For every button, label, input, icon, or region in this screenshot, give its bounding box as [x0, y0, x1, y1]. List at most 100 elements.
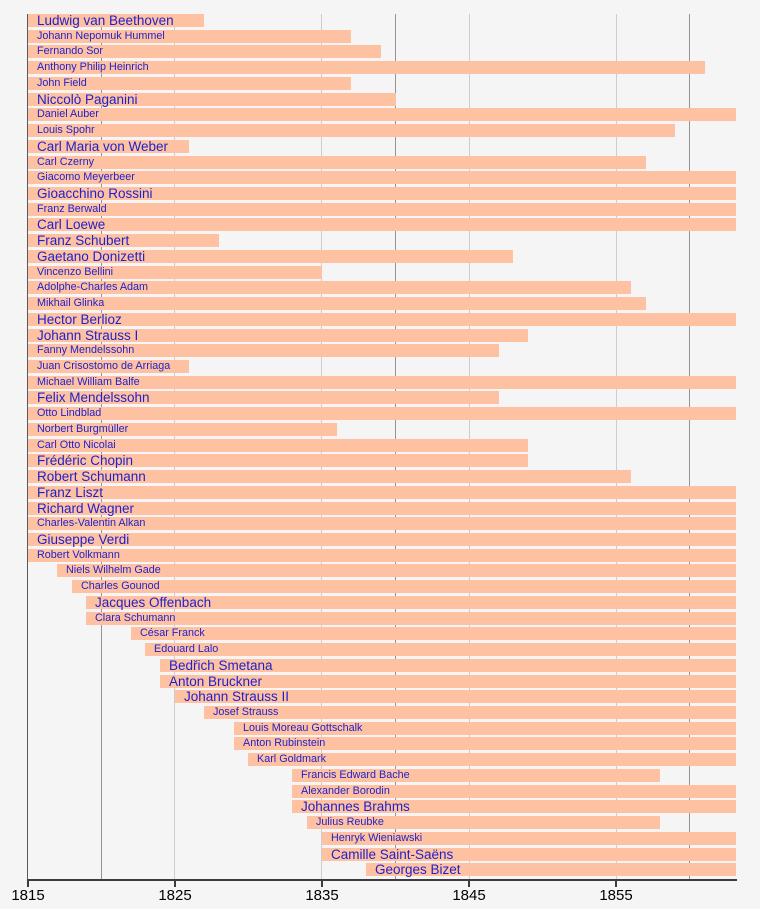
timeline-bar[interactable]: Niels Wilhelm Gade [57, 564, 736, 577]
composer-label[interactable]: Vincenzo Bellini [37, 266, 114, 278]
timeline-bar[interactable]: Charles-Valentin Alkan [28, 517, 736, 530]
timeline-bar[interactable]: Robert Volkmann [28, 549, 736, 562]
timeline-bar[interactable]: Robert Schumann [28, 470, 631, 483]
timeline-bar[interactable]: Carl Otto Nicolai [28, 439, 528, 452]
composer-label[interactable]: Frédéric Chopin [37, 453, 134, 468]
composer-label[interactable]: Ludwig van Beethoven [37, 13, 174, 28]
timeline-bar[interactable]: Mikhail Glinka [28, 297, 646, 310]
timeline-bar[interactable]: Franz Schubert [28, 234, 219, 247]
timeline-bar[interactable]: Carl Loewe [28, 218, 736, 231]
composer-label[interactable]: Daniel Auber [37, 108, 99, 120]
composer-label[interactable]: Louis Spohr [37, 124, 95, 136]
timeline-bar[interactable]: Jacques Offenbach [86, 596, 736, 609]
timeline-bar[interactable]: Giacomo Meyerbeer [28, 171, 736, 184]
timeline-bar[interactable]: Louis Spohr [28, 124, 675, 137]
composer-label[interactable]: Alexander Borodin [301, 785, 390, 797]
composer-label[interactable]: Charles Gounod [81, 580, 160, 592]
timeline-bar[interactable]: Josef Strauss [204, 706, 736, 719]
composer-label[interactable]: Julius Reubke [316, 816, 384, 828]
composer-label[interactable]: Karl Goldmark [257, 753, 326, 765]
timeline-bar[interactable]: Gioacchino Rossini [28, 187, 736, 200]
composer-label[interactable]: Niels Wilhelm Gade [66, 564, 161, 576]
timeline-bar[interactable]: Daniel Auber [28, 108, 736, 121]
composer-label[interactable]: Felix Mendelssohn [37, 390, 150, 405]
timeline-bar[interactable]: Hector Berlioz [28, 313, 736, 326]
composer-label[interactable]: Juan Crisostomo de Arriaga [37, 360, 171, 372]
composer-label[interactable]: Henryk Wieniawski [331, 832, 423, 844]
composer-label[interactable]: Edouard Lalo [154, 643, 219, 655]
composer-label[interactable]: Norbert Burgmüller [37, 423, 129, 435]
composer-label[interactable]: John Field [37, 77, 87, 89]
timeline-bar[interactable]: Johann Strauss II [175, 690, 736, 703]
composer-label[interactable]: Fernando Sor [37, 45, 104, 57]
timeline-bar[interactable]: Ludwig van Beethoven [28, 14, 204, 27]
timeline-bar[interactable]: Charles Gounod [72, 580, 736, 593]
composer-label[interactable]: Michael William Balfe [37, 376, 140, 388]
composer-label[interactable]: Anthony Philip Heinrich [37, 61, 149, 73]
timeline-bar[interactable]: Gaetano Donizetti [28, 250, 513, 263]
composer-label[interactable]: Carl Otto Nicolai [37, 439, 116, 451]
timeline-bar[interactable]: Richard Wagner [28, 502, 736, 515]
timeline-bar[interactable]: Otto Lindblad [28, 407, 736, 420]
timeline-bar[interactable]: Anthony Philip Heinrich [28, 61, 705, 74]
timeline-bar[interactable]: Camille Saint-Saëns [322, 848, 736, 861]
composer-label[interactable]: Robert Volkmann [37, 549, 120, 561]
timeline-bar[interactable]: Johannes Brahms [292, 800, 736, 813]
composer-label[interactable]: Bedřich Smetana [169, 658, 273, 673]
timeline-bar[interactable]: Felix Mendelssohn [28, 391, 499, 404]
composer-label[interactable]: Gaetano Donizetti [37, 249, 146, 264]
timeline-bar[interactable]: Carl Maria von Weber [28, 140, 189, 153]
composer-label[interactable]: Louis Moreau Gottschalk [243, 722, 363, 734]
composer-label[interactable]: Giuseppe Verdi [37, 532, 130, 547]
timeline-bar[interactable]: Anton Rubinstein [234, 737, 736, 750]
composer-label[interactable]: César Franck [140, 627, 205, 639]
timeline-bar[interactable]: Johann Nepomuk Hummel [28, 30, 351, 43]
composer-label[interactable]: Georges Bizet [375, 862, 461, 877]
timeline-bar[interactable]: John Field [28, 77, 351, 90]
composer-label[interactable]: Charles-Valentin Alkan [37, 517, 146, 529]
composer-label[interactable]: Gioacchino Rossini [37, 186, 153, 201]
composer-label[interactable]: Fanny Mendelssohn [37, 344, 135, 356]
timeline-bar[interactable]: Franz Berwald [28, 203, 736, 216]
timeline-bar[interactable]: Henryk Wieniawski [322, 832, 736, 845]
timeline-bar[interactable]: Bedřich Smetana [160, 659, 736, 672]
timeline-bar[interactable]: Georges Bizet [366, 863, 736, 876]
composer-label[interactable]: Carl Loewe [37, 217, 106, 232]
composer-label[interactable]: Adolphe-Charles Adam [37, 281, 149, 293]
composer-label[interactable]: Franz Schubert [37, 233, 130, 248]
composer-label[interactable]: Johann Strauss II [184, 689, 290, 704]
timeline-bar[interactable]: Norbert Burgmüller [28, 423, 337, 436]
composer-label[interactable]: Johann Nepomuk Hummel [37, 30, 165, 42]
composer-label[interactable]: Camille Saint-Saëns [331, 847, 454, 862]
composer-label[interactable]: Anton Rubinstein [243, 737, 326, 749]
composer-label[interactable]: Francis Edward Bache [301, 769, 410, 781]
timeline-bar[interactable]: César Franck [131, 627, 736, 640]
composer-label[interactable]: Richard Wagner [37, 501, 135, 516]
composer-label[interactable]: Franz Berwald [37, 203, 107, 215]
timeline-bar[interactable]: Carl Czerny [28, 156, 646, 169]
timeline-bar[interactable]: Karl Goldmark [248, 753, 736, 766]
timeline-bar[interactable]: Giuseppe Verdi [28, 533, 736, 546]
composer-label[interactable]: Franz Liszt [37, 485, 104, 500]
timeline-bar[interactable]: Alexander Borodin [292, 785, 736, 798]
timeline-bar[interactable]: Edouard Lalo [145, 643, 736, 656]
timeline-bar[interactable]: Johann Strauss I [28, 329, 528, 342]
composer-label[interactable]: Otto Lindblad [37, 407, 102, 419]
timeline-bar[interactable]: Niccolò Paganini [28, 93, 396, 106]
timeline-bar[interactable]: Juan Crisostomo de Arriaga [28, 360, 189, 373]
composer-label[interactable]: Mikhail Glinka [37, 297, 105, 309]
timeline-bar[interactable]: Adolphe-Charles Adam [28, 281, 631, 294]
timeline-bar[interactable]: Julius Reubke [307, 816, 660, 829]
composer-label[interactable]: Jacques Offenbach [95, 595, 212, 610]
composer-label[interactable]: Josef Strauss [213, 706, 279, 718]
timeline-bar[interactable]: Vincenzo Bellini [28, 266, 322, 279]
composer-label[interactable]: Johann Strauss I [37, 328, 139, 343]
composer-label[interactable]: Carl Maria von Weber [37, 139, 169, 154]
composer-label[interactable]: Giacomo Meyerbeer [37, 171, 135, 183]
composer-label[interactable]: Robert Schumann [37, 469, 146, 484]
timeline-bar[interactable]: Fernando Sor [28, 45, 381, 58]
composer-label[interactable]: Hector Berlioz [37, 312, 122, 327]
timeline-bar[interactable]: Francis Edward Bache [292, 769, 660, 782]
composer-label[interactable]: Niccolò Paganini [37, 92, 138, 107]
composer-label[interactable]: Johannes Brahms [301, 799, 410, 814]
